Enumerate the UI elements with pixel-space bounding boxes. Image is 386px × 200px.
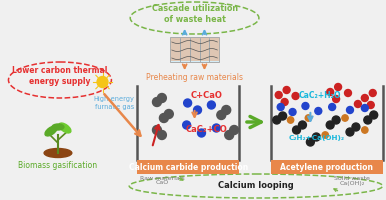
Circle shape — [302, 102, 309, 110]
Circle shape — [352, 123, 360, 131]
Circle shape — [361, 104, 368, 112]
Circle shape — [362, 127, 368, 133]
Circle shape — [364, 116, 372, 124]
Circle shape — [322, 132, 328, 138]
Circle shape — [273, 116, 281, 124]
Circle shape — [361, 95, 368, 102]
Text: C+CaO: C+CaO — [191, 90, 222, 99]
FancyBboxPatch shape — [181, 38, 190, 61]
Circle shape — [288, 117, 294, 123]
Text: High-energy
furnace gas: High-energy furnace gas — [93, 96, 134, 110]
Circle shape — [345, 90, 352, 97]
Ellipse shape — [45, 126, 57, 136]
Text: CaO: CaO — [155, 180, 169, 186]
Circle shape — [212, 124, 220, 132]
FancyBboxPatch shape — [171, 38, 180, 61]
Circle shape — [222, 106, 231, 114]
Circle shape — [184, 99, 191, 107]
FancyBboxPatch shape — [191, 38, 200, 61]
Circle shape — [159, 114, 168, 122]
Circle shape — [327, 88, 334, 96]
Circle shape — [152, 126, 161, 134]
Text: Lower carbon thermal
energy supply: Lower carbon thermal energy supply — [12, 66, 108, 86]
Text: Calcium carbide production: Calcium carbide production — [129, 162, 248, 171]
Circle shape — [347, 106, 354, 114]
Circle shape — [217, 110, 226, 119]
Text: Solid waste: Solid waste — [334, 176, 370, 180]
Circle shape — [329, 104, 335, 110]
Circle shape — [312, 133, 320, 141]
FancyBboxPatch shape — [210, 38, 219, 61]
Circle shape — [283, 86, 290, 94]
Circle shape — [152, 98, 161, 106]
Text: Raw materials: Raw materials — [139, 176, 184, 180]
Circle shape — [275, 92, 282, 98]
Ellipse shape — [52, 124, 64, 130]
Circle shape — [292, 92, 299, 99]
Circle shape — [281, 98, 288, 106]
Text: Calcium looping: Calcium looping — [218, 182, 294, 190]
Circle shape — [298, 121, 306, 129]
Circle shape — [225, 130, 234, 140]
Circle shape — [369, 90, 376, 97]
Circle shape — [293, 126, 300, 134]
Circle shape — [333, 96, 340, 102]
Text: Acetylene production: Acetylene production — [280, 162, 373, 171]
Text: CaC₂+CO: CaC₂+CO — [186, 126, 227, 134]
Circle shape — [277, 104, 284, 110]
Circle shape — [326, 121, 334, 129]
Circle shape — [207, 101, 215, 109]
Circle shape — [183, 121, 191, 129]
Text: Preheating raw materials: Preheating raw materials — [146, 73, 243, 82]
Circle shape — [157, 94, 166, 102]
Circle shape — [198, 129, 205, 137]
FancyBboxPatch shape — [137, 160, 239, 174]
Circle shape — [346, 128, 354, 136]
FancyBboxPatch shape — [200, 38, 210, 61]
Circle shape — [335, 84, 342, 90]
Circle shape — [289, 108, 296, 116]
Text: Biomass gasification: Biomass gasification — [19, 160, 98, 170]
Circle shape — [279, 112, 287, 120]
Circle shape — [305, 115, 312, 121]
Circle shape — [315, 108, 322, 114]
Ellipse shape — [44, 148, 72, 158]
Circle shape — [370, 111, 378, 119]
Circle shape — [97, 76, 108, 88]
Circle shape — [306, 138, 314, 146]
Circle shape — [367, 102, 374, 108]
Circle shape — [342, 115, 348, 121]
Circle shape — [157, 130, 166, 140]
Text: C₂H₂+Ca(OH)₂: C₂H₂+Ca(OH)₂ — [288, 135, 344, 141]
Text: Ca(OH)₂: Ca(OH)₂ — [339, 180, 365, 186]
Circle shape — [354, 100, 361, 108]
Circle shape — [164, 110, 173, 118]
Ellipse shape — [59, 123, 71, 133]
Text: Cascade utilization
of waste heat: Cascade utilization of waste heat — [151, 4, 238, 24]
Text: CaC₂+H₂O: CaC₂+H₂O — [299, 92, 342, 100]
Circle shape — [193, 106, 201, 114]
FancyBboxPatch shape — [271, 160, 383, 174]
Circle shape — [230, 126, 239, 134]
FancyBboxPatch shape — [170, 37, 219, 62]
Circle shape — [332, 116, 340, 124]
